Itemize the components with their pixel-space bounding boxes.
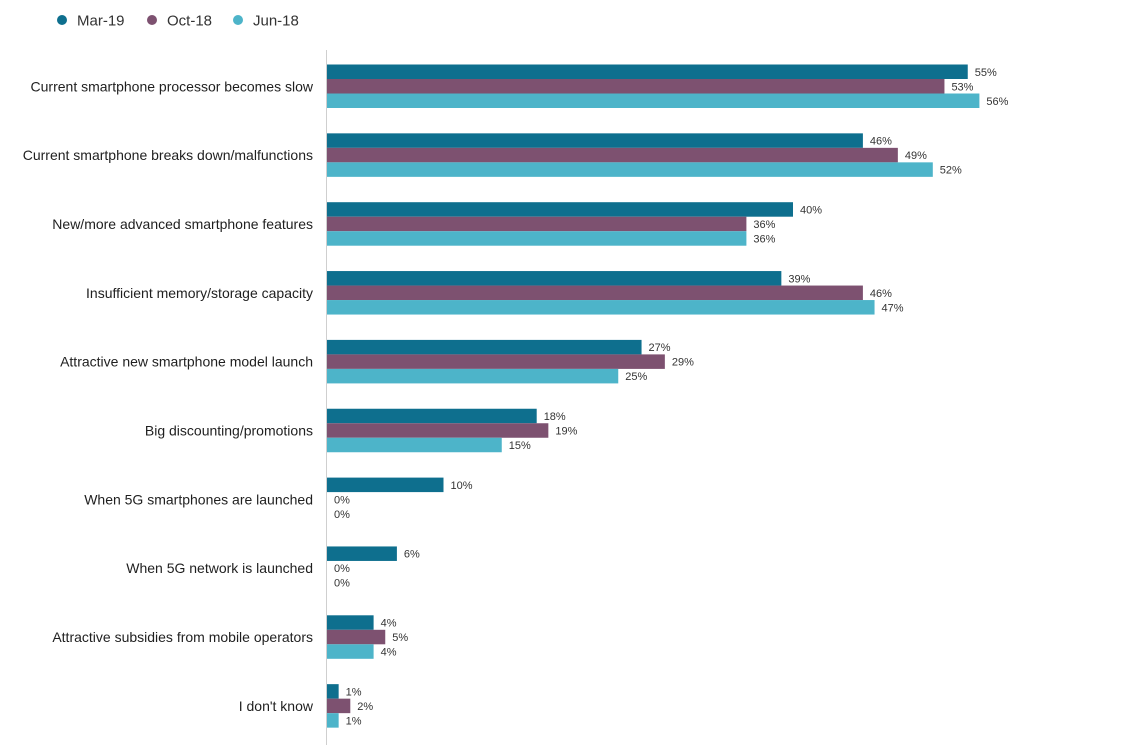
bars bbox=[327, 64, 980, 728]
data-label: 0% bbox=[334, 578, 350, 590]
data-label: 40% bbox=[800, 204, 822, 216]
data-label: 0% bbox=[334, 494, 350, 506]
bar-mar-19 bbox=[327, 615, 374, 630]
data-label: 5% bbox=[392, 632, 408, 644]
category-label: Current smartphone breaks down/malfuncti… bbox=[23, 147, 313, 163]
data-label: 46% bbox=[870, 288, 892, 300]
data-label: 18% bbox=[544, 411, 566, 423]
bar-mar-19 bbox=[327, 133, 863, 148]
data-label: 4% bbox=[381, 647, 397, 659]
data-label: 1% bbox=[346, 686, 362, 698]
data-label: 55% bbox=[975, 67, 997, 79]
legend-marker-mar-19 bbox=[57, 15, 67, 25]
category-label: Attractive new smartphone model launch bbox=[60, 354, 313, 370]
data-label: 1% bbox=[346, 715, 362, 727]
bar-jun-18 bbox=[327, 713, 339, 728]
legend-marker-jun-18 bbox=[233, 15, 243, 25]
category-label: Attractive subsidies from mobile operato… bbox=[52, 629, 313, 645]
bar-mar-19 bbox=[327, 546, 397, 561]
legend-label-jun-18: Jun-18 bbox=[253, 13, 299, 30]
data-label: 47% bbox=[882, 302, 904, 314]
category-label: I don't know bbox=[239, 698, 314, 714]
category-labels: Current smartphone processor becomes slo… bbox=[23, 78, 314, 714]
bar-oct-18 bbox=[327, 216, 747, 232]
bar-mar-19 bbox=[327, 339, 642, 355]
bar-oct-18 bbox=[327, 629, 386, 645]
data-label: 36% bbox=[753, 219, 775, 231]
bar-oct-18 bbox=[327, 285, 863, 301]
data-label: 0% bbox=[334, 563, 350, 575]
bar-oct-18 bbox=[327, 147, 898, 163]
bar-oct-18 bbox=[327, 423, 549, 438]
data-label: 53% bbox=[951, 81, 973, 93]
bar-jun-18 bbox=[327, 93, 980, 108]
value-labels: 55%53%56%46%49%52%40%36%36%39%46%47%27%2… bbox=[334, 67, 1009, 728]
data-label: 29% bbox=[672, 357, 694, 369]
bar-jun-18 bbox=[327, 231, 747, 246]
bar-mar-19 bbox=[327, 271, 782, 286]
bar-oct-18 bbox=[327, 79, 945, 94]
bar-mar-19 bbox=[327, 202, 793, 217]
data-label: 52% bbox=[940, 165, 962, 177]
category-label: Current smartphone processor becomes slo… bbox=[31, 78, 314, 94]
bar-jun-18 bbox=[327, 368, 619, 384]
data-label: 15% bbox=[509, 440, 531, 452]
category-label: When 5G smartphones are launched bbox=[84, 491, 313, 507]
data-label: 2% bbox=[357, 701, 373, 713]
category-label: When 5G network is launched bbox=[126, 560, 313, 576]
category-label: Insufficient memory/storage capacity bbox=[86, 285, 313, 301]
legend: Mar-19 Oct-18 Jun-18 bbox=[57, 13, 299, 30]
data-label: 0% bbox=[334, 509, 350, 521]
category-label: New/more advanced smartphone features bbox=[52, 216, 313, 232]
bar-mar-19 bbox=[327, 64, 968, 79]
data-label: 56% bbox=[986, 96, 1008, 108]
data-label: 4% bbox=[381, 618, 397, 630]
legend-marker-oct-18 bbox=[147, 15, 157, 25]
data-label: 36% bbox=[753, 233, 775, 245]
data-label: 46% bbox=[870, 136, 892, 148]
bar-mar-19 bbox=[327, 684, 339, 699]
data-label: 6% bbox=[404, 549, 420, 561]
data-label: 27% bbox=[649, 342, 671, 354]
category-label: Big discounting/promotions bbox=[145, 423, 313, 439]
data-label: 39% bbox=[788, 273, 810, 285]
data-label: 19% bbox=[555, 426, 577, 438]
legend-label-mar-19: Mar-19 bbox=[77, 13, 125, 30]
data-label: 10% bbox=[451, 480, 473, 492]
bar-mar-19 bbox=[327, 477, 444, 493]
bar-jun-18 bbox=[327, 437, 502, 453]
data-label: 25% bbox=[625, 371, 647, 383]
bar-jun-18 bbox=[327, 162, 933, 177]
bar-mar-19 bbox=[327, 408, 537, 424]
data-label: 49% bbox=[905, 150, 927, 162]
legend-label-oct-18: Oct-18 bbox=[167, 13, 212, 30]
bar-oct-18 bbox=[327, 354, 665, 369]
bar-jun-18 bbox=[327, 644, 374, 659]
bar-oct-18 bbox=[327, 698, 351, 714]
bar-jun-18 bbox=[327, 300, 875, 315]
